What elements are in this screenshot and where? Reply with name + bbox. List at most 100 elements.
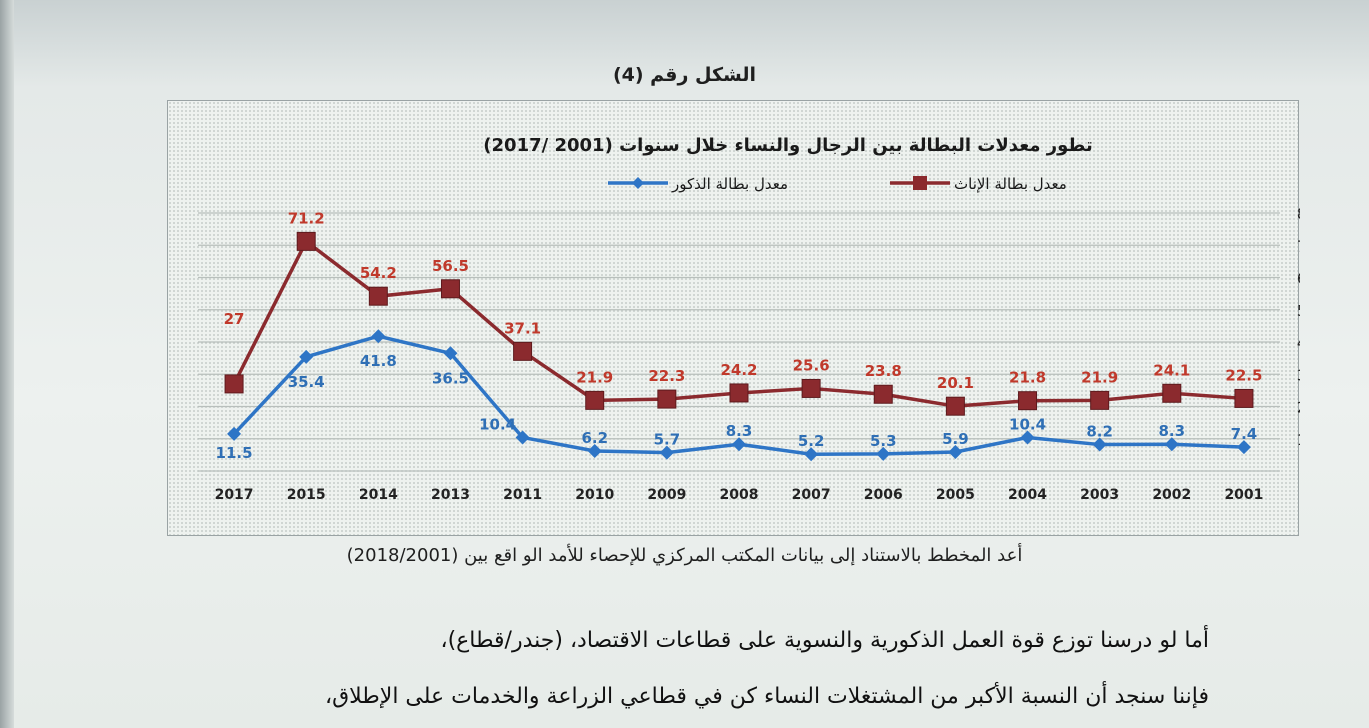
line-chart: تطور معدلات البطالة بين الرجال والنساء خ… <box>198 135 1300 503</box>
female-data-label: 54.2 <box>360 264 397 282</box>
female-data-label: 24.1 <box>1153 361 1190 379</box>
female-point <box>657 389 677 409</box>
male-data-label: 8.3 <box>726 422 753 440</box>
male-point <box>659 445 674 460</box>
female-point <box>1162 383 1182 403</box>
x-tick-label: 2002 <box>1152 487 1191 503</box>
x-axis-ticks: 2017 2015 2014 2013 2011 2010 2009 2008 2007 2006… <box>215 487 1264 503</box>
y-axis-ticks: 01020304050607080 <box>1297 205 1300 449</box>
x-tick-label: 2011 <box>503 487 542 503</box>
male-data-label: 5.2 <box>798 432 825 450</box>
male-data-label: 36.5 <box>432 369 469 387</box>
y-tick-label: 40 <box>1297 334 1300 352</box>
female-data-label: 37.1 <box>504 319 541 337</box>
female-point <box>1090 390 1110 410</box>
female-point <box>513 341 533 361</box>
series-layer <box>224 231 1254 462</box>
female-data-label: 23.8 <box>865 362 902 380</box>
x-tick-label: 2014 <box>359 487 398 503</box>
female-point <box>1234 388 1254 408</box>
x-tick-label: 2005 <box>936 487 975 503</box>
male-data-label: 7.4 <box>1231 425 1258 443</box>
male-data-label: 35.4 <box>288 373 325 391</box>
female-data-label: 21.9 <box>576 368 613 386</box>
chart-frame: تطور معدلات البطالة بين الرجال والنساء خ… <box>167 100 1300 536</box>
female-data-label: 56.5 <box>432 257 469 275</box>
female-point <box>224 374 244 394</box>
male-point <box>227 426 242 441</box>
x-tick-label: 2006 <box>864 487 903 503</box>
chart-legend: معدل بطالة الإناث معدل بطالة الذكور <box>608 175 1067 193</box>
female-point <box>296 231 316 251</box>
male-data-label: 10.4 <box>479 415 516 433</box>
female-point <box>585 390 605 410</box>
male-point <box>1092 437 1107 452</box>
x-tick-label: 2010 <box>575 487 614 503</box>
y-tick-label: 10 <box>1297 431 1300 449</box>
female-data-label: 22.3 <box>648 367 685 385</box>
x-tick-label: 2015 <box>287 487 326 503</box>
y-tick-label: 60 <box>1297 270 1300 288</box>
data-labels: 27 71.2 54.2 56.5 37.1 21.9 22.3 24.2 25.6 23.8 20… <box>216 209 1263 462</box>
male-point <box>732 437 746 452</box>
male-point <box>1236 440 1251 455</box>
male-data-label: 5.3 <box>870 432 897 450</box>
male-data-label: 11.5 <box>216 444 253 462</box>
male-point <box>948 444 963 459</box>
female-data-label: 20.1 <box>937 374 974 392</box>
male-point <box>876 446 891 461</box>
body-text-line-2: فإننا سنجد أن النسبة الأكبر من المشتغلات… <box>324 684 1209 709</box>
x-tick-label: 2009 <box>647 487 686 503</box>
female-point <box>801 378 821 398</box>
x-tick-label: 2008 <box>720 487 759 503</box>
legend-marker <box>913 176 927 190</box>
male-data-label: 8.2 <box>1086 423 1113 441</box>
male-point <box>299 349 314 364</box>
female-data-label: 25.6 <box>793 356 830 374</box>
legend-label: معدل بطالة الذكور <box>671 175 788 193</box>
y-tick-label: 70 <box>1297 237 1300 255</box>
chart-title: تطور معدلات البطالة بين الرجال والنساء خ… <box>483 135 1092 156</box>
x-tick-label: 2001 <box>1224 487 1263 503</box>
female-point <box>440 279 460 299</box>
x-tick-label: 2013 <box>431 487 470 503</box>
male-data-label: 10.4 <box>1009 415 1046 433</box>
female-point <box>1018 391 1038 411</box>
female-data-label: 21.8 <box>1009 369 1046 387</box>
male-point <box>1164 437 1179 452</box>
figure-label: الشكل رقم (4) <box>612 64 757 86</box>
y-tick-label: 80 <box>1297 205 1300 223</box>
female-data-label: 71.2 <box>288 209 325 227</box>
male-data-label: 6.2 <box>581 429 608 447</box>
female-data-label: 22.5 <box>1225 366 1262 384</box>
male-data-label: 8.3 <box>1159 422 1186 440</box>
female-data-label: 24.2 <box>720 361 757 379</box>
y-tick-label: 30 <box>1297 366 1300 384</box>
female-point <box>873 384 893 404</box>
female-data-label: 27 <box>224 310 245 328</box>
x-tick-label: 2003 <box>1080 487 1119 503</box>
legend-label: معدل بطالة الإناث <box>954 175 1067 193</box>
source-note: أعد المخطط بالاستناد إلى بيانات المكتب ا… <box>346 545 1023 566</box>
x-tick-label: 2017 <box>215 487 254 503</box>
female-point <box>368 286 388 306</box>
y-tick-label: 20 <box>1297 399 1300 417</box>
x-tick-label: 2007 <box>792 487 831 503</box>
y-tick-label: 50 <box>1297 302 1300 320</box>
male-point <box>371 329 386 344</box>
male-data-label: 5.9 <box>942 430 969 448</box>
male-point <box>515 430 530 445</box>
female-data-label: 21.9 <box>1081 368 1118 386</box>
male-point <box>1020 430 1035 445</box>
female-point <box>945 396 965 416</box>
male-point <box>443 346 458 361</box>
male-point <box>587 444 602 459</box>
male-point <box>804 447 819 462</box>
page-edge-shadow <box>0 0 14 728</box>
body-text-line-1: أما لو درسنا توزع قوة العمل الذكورية وال… <box>440 628 1209 653</box>
legend-marker <box>632 177 644 189</box>
male-data-label: 5.7 <box>654 431 681 449</box>
female-point <box>729 383 749 403</box>
male-data-label: 41.8 <box>360 352 397 370</box>
x-tick-label: 2004 <box>1008 487 1047 503</box>
